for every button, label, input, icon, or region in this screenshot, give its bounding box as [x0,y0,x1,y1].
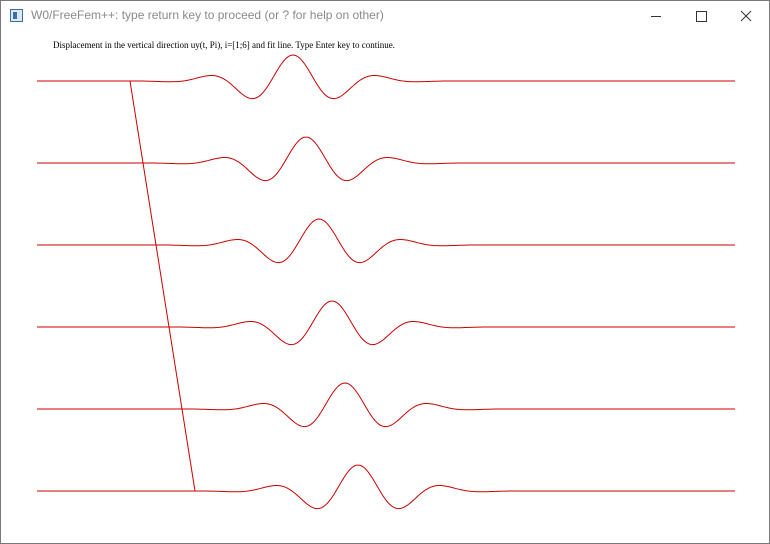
title-bar[interactable]: W0/FreeFem++: type return key to proceed… [1,1,769,31]
maximize-button[interactable] [678,1,724,31]
displacement-trace-5 [37,382,735,428]
close-icon [740,10,752,22]
displacement-trace-2 [37,136,735,182]
displacement-trace-4 [37,300,735,346]
maximize-icon [696,11,707,22]
app-icon[interactable] [10,9,23,22]
window-title: W0/FreeFem++: type return key to proceed… [31,8,384,22]
fit-line [129,80,196,492]
minimize-icon [651,16,661,17]
displacement-trace-3 [37,218,735,264]
minimize-button[interactable] [633,1,679,31]
displacement-trace-1 [37,54,735,100]
plot-caption: Displacement in the vertical direction u… [53,40,395,50]
close-button[interactable] [723,1,769,31]
displacement-trace-6 [37,464,735,510]
